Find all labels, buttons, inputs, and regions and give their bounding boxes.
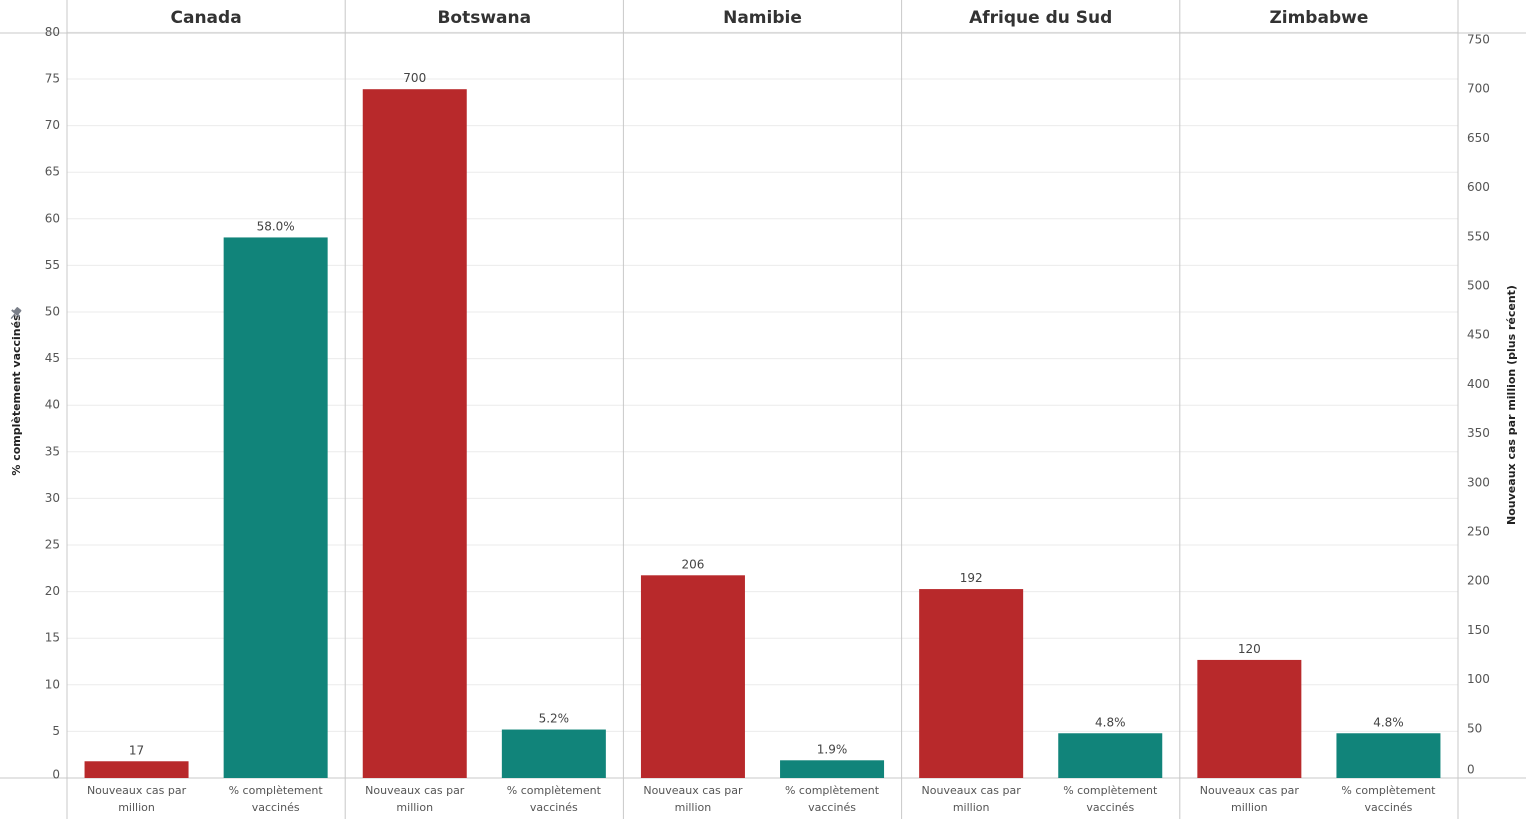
right-tick-label: 550	[1467, 229, 1490, 243]
left-tick-label: 25	[45, 538, 60, 552]
vaccinated-bar	[1058, 733, 1163, 778]
category-label: vaccinés	[252, 801, 300, 814]
category-label: vaccinés	[1086, 801, 1134, 814]
left-tick-label: 65	[45, 165, 60, 179]
vaccinated-value-label: 4.8%	[1095, 715, 1126, 729]
right-tick-label: 0	[1467, 763, 1475, 777]
cases-value-label: 17	[129, 743, 144, 757]
left-tick-label: 15	[45, 631, 60, 645]
right-tick-label: 400	[1467, 377, 1490, 391]
category-label: % complètement	[1341, 784, 1436, 797]
cases-bar	[1197, 659, 1302, 778]
vaccinated-value-label: 5.2%	[539, 712, 570, 726]
left-tick-label: 35	[45, 444, 60, 458]
category-label: vaccinés	[808, 801, 856, 814]
right-tick-label: 350	[1467, 426, 1490, 440]
vaccinated-bar	[780, 760, 885, 778]
cases-bar	[362, 89, 467, 778]
right-tick-label: 650	[1467, 131, 1490, 145]
right-tick-label: 500	[1467, 279, 1490, 293]
left-tick-label: 70	[45, 118, 60, 132]
panel-title: Namibie	[723, 8, 802, 28]
category-label: % complètement	[507, 784, 602, 797]
right-tick-label: 200	[1467, 574, 1490, 588]
right-tick-label: 100	[1467, 672, 1490, 686]
right-tick-label: 450	[1467, 328, 1490, 342]
category-label: vaccinés	[1365, 801, 1413, 814]
vaccinated-value-label: 58.0%	[257, 219, 295, 233]
right-tick-label: 750	[1467, 33, 1490, 47]
vaccinated-bar	[1336, 733, 1441, 778]
left-tick-label: 55	[45, 258, 60, 272]
left-tick-label: 60	[45, 211, 60, 225]
vaccinated-value-label: 4.8%	[1373, 715, 1404, 729]
right-tick-label: 700	[1467, 82, 1490, 96]
left-tick-label: 5	[52, 724, 60, 738]
category-label: million	[396, 801, 433, 814]
left-axis-title: % complètement vaccinés	[10, 314, 23, 476]
right-axis-title: Nouveaux cas par million (plus récent)	[1505, 285, 1518, 525]
right-tick-label: 50	[1467, 721, 1482, 735]
bars	[84, 89, 1441, 778]
left-tick-label: 45	[45, 351, 60, 365]
right-tick-label: 300	[1467, 475, 1490, 489]
left-tick-label: 40	[45, 398, 60, 412]
right-tick-label: 600	[1467, 180, 1490, 194]
left-tick-label: 0	[52, 768, 60, 782]
cases-bar	[919, 589, 1024, 778]
left-tick-label: 75	[45, 72, 60, 86]
left-tick-label: 50	[45, 305, 60, 319]
category-label: Nouveaux cas par	[87, 784, 187, 797]
category-label: % complètement	[1063, 784, 1158, 797]
category-label: % complètement	[785, 784, 880, 797]
panel-title: Botswana	[437, 8, 531, 28]
category-label: Nouveaux cas par	[1200, 784, 1300, 797]
category-label: % complètement	[229, 784, 324, 797]
category-label: million	[118, 801, 155, 814]
vaccinated-value-label: 1.9%	[817, 742, 848, 756]
left-tick-label: 10	[45, 677, 60, 691]
cases-bar	[84, 761, 189, 778]
category-label: Nouveaux cas par	[643, 784, 743, 797]
category-label: vaccinés	[530, 801, 578, 814]
left-tick-label: 20	[45, 584, 60, 598]
vaccinated-bar	[501, 729, 606, 778]
cases-value-label: 206	[681, 557, 704, 571]
cases-value-label: 700	[403, 71, 426, 85]
category-label: million	[675, 801, 712, 814]
panel-title: Zimbabwe	[1269, 8, 1368, 28]
right-tick-label: 250	[1467, 525, 1490, 539]
vaccinated-bar	[223, 237, 328, 778]
category-label: million	[1231, 801, 1268, 814]
right-tick-label: 150	[1467, 623, 1490, 637]
category-label: million	[953, 801, 990, 814]
category-label: Nouveaux cas par	[365, 784, 465, 797]
labels: 0 5 10 15 20 25 30 35 40 45 50 55 60 65 70 75 80 0 50 100 15…	[45, 8, 1490, 814]
cases-value-label: 120	[1238, 642, 1261, 656]
category-label: Nouveaux cas par	[922, 784, 1022, 797]
left-tick-label: 30	[45, 491, 60, 505]
panel-title: Canada	[171, 8, 242, 28]
cases-bar	[640, 575, 745, 778]
left-tick-label: 80	[45, 25, 60, 39]
panel-title: Afrique du Sud	[969, 8, 1112, 28]
cases-value-label: 192	[960, 571, 983, 585]
pin-icon[interactable]	[7, 305, 23, 321]
